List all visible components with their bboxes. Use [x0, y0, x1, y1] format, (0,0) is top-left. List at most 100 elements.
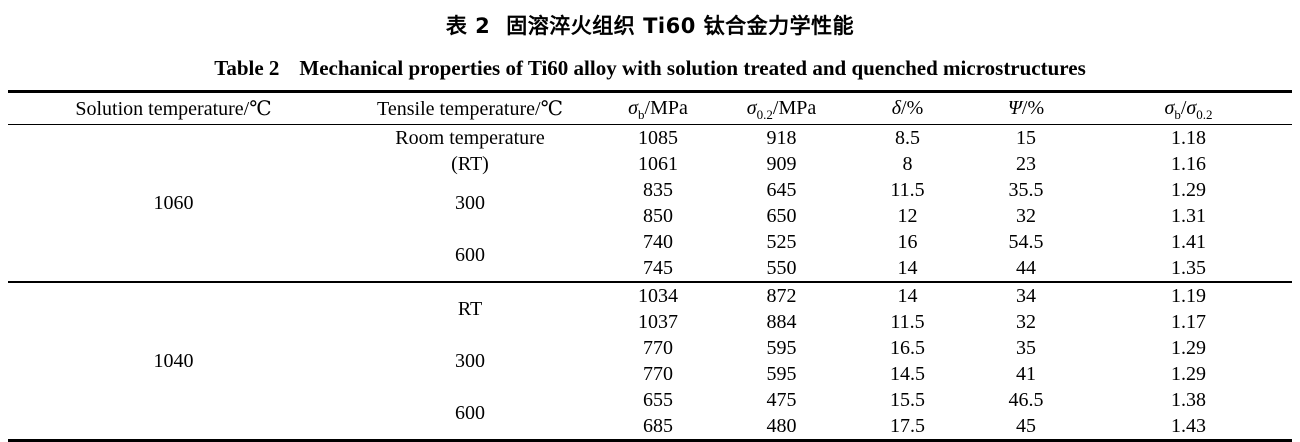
data-cell: 525: [766, 231, 797, 253]
data-cell: 595: [766, 337, 797, 359]
psi-symbol: Ψ: [1007, 97, 1022, 119]
data-cell: 770: [643, 337, 673, 359]
table-title-english-label: Table 2: [214, 56, 280, 80]
data-cell: 16: [897, 231, 918, 253]
data-cell: 8: [902, 153, 913, 175]
data-cell: 1085: [638, 127, 678, 149]
table-row: 1061 909 8 23 1.16: [8, 151, 1292, 177]
data-cell: 1.18: [1171, 127, 1206, 149]
sigma-subscript: 0.2: [756, 107, 773, 122]
data-cell: 45: [1016, 415, 1036, 437]
table-title-english: Table 2 Mechanical properties of Ti60 all…: [0, 56, 1300, 81]
sigma-symbol: σ: [1186, 97, 1197, 119]
data-cell: 655: [643, 389, 673, 411]
data-cell: 8.5: [895, 127, 920, 149]
table-row: 745 550 14 44 1.35: [8, 255, 1292, 283]
tensile-temp-line: 600: [455, 402, 485, 424]
data-cell: 850: [643, 205, 673, 227]
data-cell: 1.19: [1171, 285, 1206, 307]
table-title-chinese-text: 固溶淬火组织 Ti60 钛合金力学性能: [506, 14, 855, 38]
tensile-temp-cell: 600: [339, 229, 601, 283]
data-cell: 1.43: [1171, 415, 1206, 437]
data-cell: 11.5: [890, 179, 925, 201]
table-row: 1040 RT 1034 872 14 34 1.19: [8, 282, 1292, 372]
tensile-temp-line: (RT): [451, 153, 489, 175]
tensile-temp-cell: RT: [339, 282, 601, 335]
tensile-temp-line: 600: [455, 244, 485, 266]
data-cell: 909: [766, 153, 797, 175]
unit-text: /MPa: [772, 97, 817, 119]
col-header-tensile-temperature: Tensile temperature/℃: [339, 91, 601, 125]
data-cell: 1.31: [1171, 205, 1206, 227]
col-header-delta: δ/%: [848, 91, 967, 125]
data-cell: 23: [1016, 153, 1036, 175]
header-row: Solution temperature/℃ Tensile temperatu…: [8, 91, 1292, 125]
tensile-temp-line: 300: [455, 350, 485, 372]
data-cell: 550: [715, 255, 848, 283]
solution-temp-cell: 1040: [153, 350, 194, 372]
table-row: 300 770 595 16.5 35 1.29: [8, 335, 1292, 372]
sigma-subscript: 0.2: [1196, 107, 1213, 122]
data-cell: 35: [1016, 337, 1036, 359]
data-cell: 15: [1016, 127, 1036, 149]
unit-text: /%: [1021, 97, 1045, 119]
data-cell: 44: [967, 255, 1085, 283]
table-title-english-text: Mechanical properties of Ti60 alloy with…: [299, 56, 1086, 80]
data-cell: 17.5: [890, 415, 925, 437]
table-row: 600 740 525 16 54.5 1.41: [8, 229, 1292, 283]
col-header-sigma-b: σb/MPa: [601, 91, 715, 125]
table-row: 850 650 12 32 1.31: [8, 203, 1292, 229]
data-cell: 835: [643, 179, 673, 201]
sigma-symbol: σ: [746, 97, 757, 119]
data-cell: 1.17: [1171, 311, 1206, 333]
data-cell: 1.29: [1171, 363, 1206, 385]
data-cell: 1037: [638, 311, 678, 333]
data-cell: 650: [766, 205, 797, 227]
data-cell: 475: [766, 389, 797, 411]
data-cell: 770: [643, 363, 673, 385]
data-cell: 1.16: [1171, 153, 1206, 175]
data-cell: 872: [766, 285, 797, 307]
table-row: 1060 Room temperature (RT) 1085 918 8.5 …: [8, 125, 1292, 214]
tensile-temp-cell: 600: [339, 387, 601, 441]
data-cell: 41: [1016, 363, 1036, 385]
data-cell: 645: [766, 179, 797, 201]
delta-symbol: δ: [891, 97, 902, 119]
data-cell: 14: [897, 285, 918, 307]
data-cell: 35.5: [1008, 179, 1044, 201]
table-title-chinese: 表 2 固溶淬火组织 Ti60 钛合金力学性能: [0, 0, 1300, 40]
tensile-temp-line: Room temperature: [395, 127, 545, 149]
table-title-chinese-label: 表 2: [445, 14, 491, 38]
solution-temp-cell: 1060: [153, 192, 194, 214]
table-row: 685 480 17.5 45 1.43: [8, 413, 1292, 441]
tensile-temp-line: RT: [457, 298, 483, 320]
data-cell: 685: [643, 415, 673, 437]
col-header-ratio: σb/σ0.2: [1085, 91, 1292, 125]
data-cell: 34: [1016, 285, 1036, 307]
data-cell: 14.5: [890, 363, 925, 385]
slash-text: /: [1180, 97, 1187, 119]
data-cell: 54.5: [1008, 231, 1044, 253]
data-cell: 46.5: [1008, 389, 1044, 411]
data-cell: 918: [766, 127, 797, 149]
tensile-temp-cell: Room temperature (RT): [339, 125, 601, 178]
unit-text: /MPa: [644, 97, 688, 119]
data-cell: 11.5: [890, 311, 925, 333]
data-cell: 1061: [638, 153, 678, 175]
data-cell: 1.41: [1171, 231, 1206, 253]
data-cell: 16.5: [890, 337, 925, 359]
data-cell: 884: [766, 311, 797, 333]
sigma-subscript: b: [1174, 107, 1181, 122]
data-cell: 1034: [638, 285, 678, 307]
data-cell: 1.38: [1171, 389, 1206, 411]
mechanical-properties-table: Solution temperature/℃ Tensile temperatu…: [8, 90, 1292, 442]
table-row: 1037 884 11.5 32 1.17: [8, 309, 1292, 335]
data-cell: 480: [766, 415, 797, 437]
data-cell: 1.29: [1171, 179, 1206, 201]
data-cell: 1.29: [1171, 337, 1206, 359]
sigma-subscript: b: [638, 107, 645, 122]
col-header-solution-temperature: Solution temperature/℃: [8, 91, 339, 125]
data-cell: 745: [601, 255, 715, 283]
sigma-symbol: σ: [1164, 97, 1175, 119]
